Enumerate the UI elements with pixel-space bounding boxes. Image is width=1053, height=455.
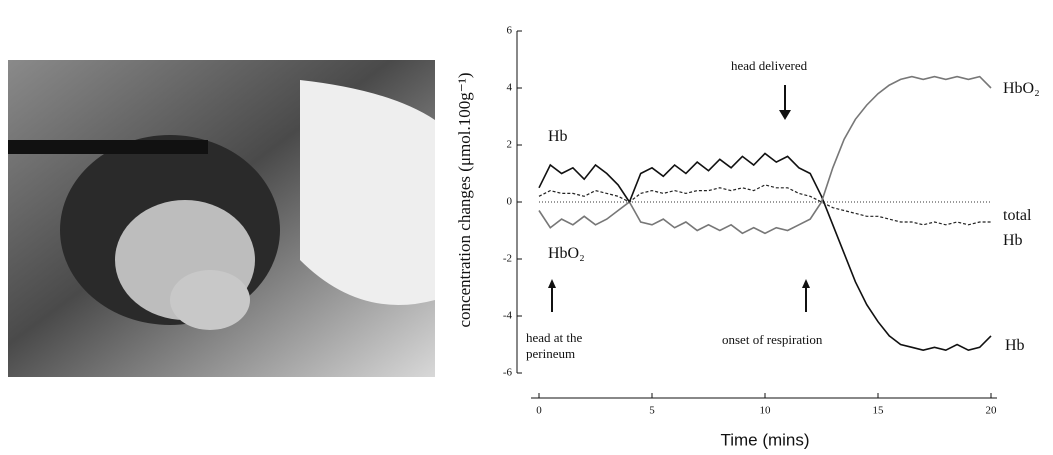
y-tick-label: -2 — [503, 253, 512, 265]
x-tick-label: 0 — [536, 405, 542, 417]
photo — [8, 60, 435, 377]
series-label: total Hb — [1003, 203, 1048, 253]
x-axis-label: Time (mins) — [720, 430, 809, 449]
annotation: head delivered — [731, 58, 871, 74]
y-tick-label: 6 — [507, 25, 513, 37]
series-line — [539, 77, 991, 234]
y-tick-label: 2 — [507, 139, 513, 151]
x-tick-label: 20 — [986, 405, 998, 417]
y-tick-label: -4 — [503, 310, 513, 322]
x-tick-label: 10 — [760, 405, 772, 417]
annotation: Hb — [548, 129, 608, 145]
annotation: HbO₂ — [548, 246, 628, 262]
y-tick-label: -6 — [503, 367, 513, 379]
x-tick-label: 5 — [649, 405, 655, 417]
series-label: HbO₂ — [1003, 76, 1053, 101]
annotation: head at the perineum — [526, 330, 616, 362]
y-tick-label: 4 — [507, 82, 513, 94]
y-tick-label: 0 — [507, 196, 513, 208]
arrows — [548, 85, 810, 312]
series-label: Hb — [1005, 333, 1045, 358]
annotation: onset of respiration — [722, 332, 892, 348]
figure: concentration changes (μmol.100g⁻¹) Time… — [0, 0, 1053, 455]
y-axis-label: concentration changes (μmol.100g⁻¹) — [455, 73, 474, 328]
x-tick-label: 15 — [873, 405, 885, 417]
chart: concentration changes (μmol.100g⁻¹) Time… — [0, 0, 1053, 455]
